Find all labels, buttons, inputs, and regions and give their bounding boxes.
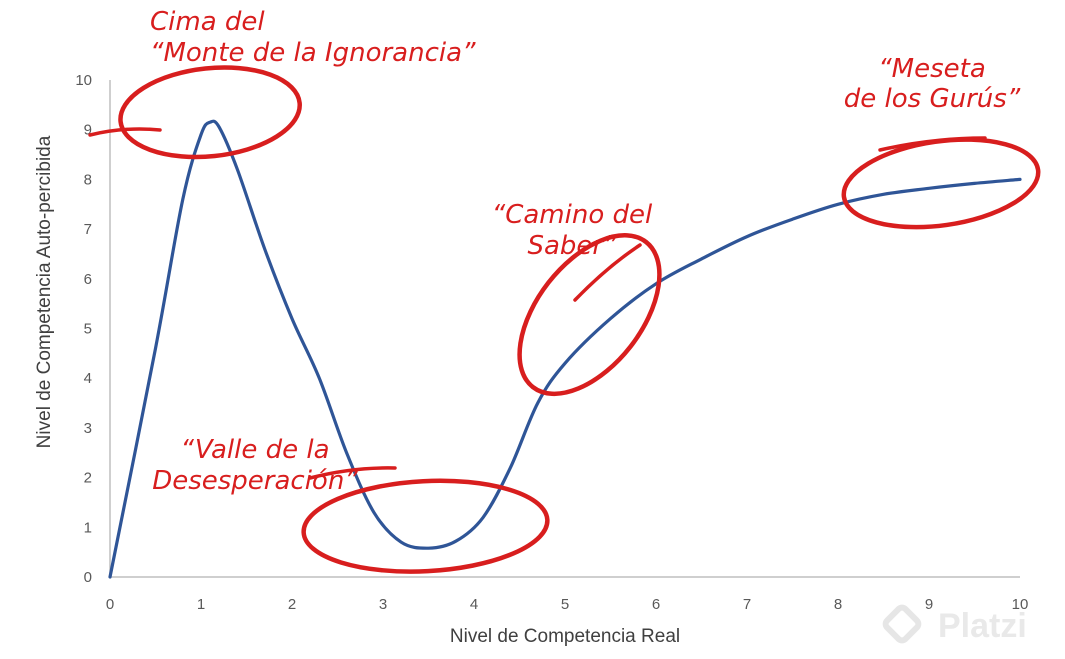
annotation-label-line: Desesperación” xyxy=(152,466,358,496)
y-tick-labels: 0 1 2 3 4 5 6 7 8 9 10 xyxy=(75,72,92,586)
annotation-circle-flick xyxy=(573,243,642,302)
x-tick-label: 5 xyxy=(561,596,569,613)
x-tick-label: 4 xyxy=(470,596,478,613)
y-tick-label: 5 xyxy=(84,321,92,338)
x-tick-label: 8 xyxy=(834,596,842,613)
y-tick-label: 9 xyxy=(84,122,92,139)
x-axis-title: Nivel de Competencia Real xyxy=(450,626,680,647)
x-tick-label: 9 xyxy=(925,596,933,613)
platzi-logo-icon xyxy=(882,604,922,644)
x-tick-label: 10 xyxy=(1012,596,1029,613)
y-axis-title: Nivel de Competencia Auto-percibida xyxy=(34,135,55,448)
y-tick-label: 8 xyxy=(84,171,92,188)
annotation-circle xyxy=(517,233,662,397)
x-tick-label: 0 xyxy=(106,596,114,613)
annotation-label-line: de los Gurús” xyxy=(844,84,1021,114)
annotation-label: “Camino del Saber” xyxy=(492,200,653,261)
y-tick-label: 0 xyxy=(84,569,92,586)
y-tick-label: 10 xyxy=(75,72,92,89)
y-tick-label: 3 xyxy=(84,420,92,437)
annotation-label-line: Cima del xyxy=(150,7,265,37)
y-tick-label: 4 xyxy=(84,370,92,387)
annotation-label: Cima del “Monte de la Ignorancia” xyxy=(150,7,476,68)
annotation-circle-flick xyxy=(88,127,162,137)
x-tick-label: 1 xyxy=(197,596,205,613)
x-tick-label: 3 xyxy=(379,596,387,613)
watermark-text: Platzi xyxy=(938,607,1027,645)
watermark: Platzi xyxy=(882,604,1027,645)
annotation-label-line: “Valle de la xyxy=(180,435,329,465)
annotation-circle-flick xyxy=(308,466,397,480)
annotation-circle xyxy=(118,65,302,160)
x-tick-label: 7 xyxy=(743,596,751,613)
annotation-circle-flick xyxy=(878,136,987,152)
annotation-label-line: “Camino del xyxy=(492,200,653,230)
competence-curve xyxy=(108,119,1022,579)
x-tick-labels: 0 1 2 3 4 5 6 7 8 9 10 xyxy=(106,596,1029,613)
annotation-circle xyxy=(841,137,1041,230)
y-tick-label: 7 xyxy=(84,221,92,238)
annotation-label: “Valle de la Desesperación” xyxy=(152,435,358,496)
y-tick-label: 6 xyxy=(84,271,92,288)
annotation-label-line: “Meseta xyxy=(878,54,986,84)
series-layer xyxy=(108,119,1022,579)
annotation-circle xyxy=(301,478,550,574)
y-tick-label: 2 xyxy=(84,470,92,487)
annotation-layer: Cima del “Monte de la Ignorancia” “Valle d… xyxy=(88,7,1041,574)
annotation-label-line: Saber” xyxy=(527,231,617,261)
annotation-label: “Meseta de los Gurús” xyxy=(844,54,1021,114)
y-tick-label: 1 xyxy=(84,519,92,536)
x-tick-label: 2 xyxy=(288,596,296,613)
x-tick-label: 6 xyxy=(652,596,660,613)
annotation-label-line: “Monte de la Ignorancia” xyxy=(150,38,476,68)
